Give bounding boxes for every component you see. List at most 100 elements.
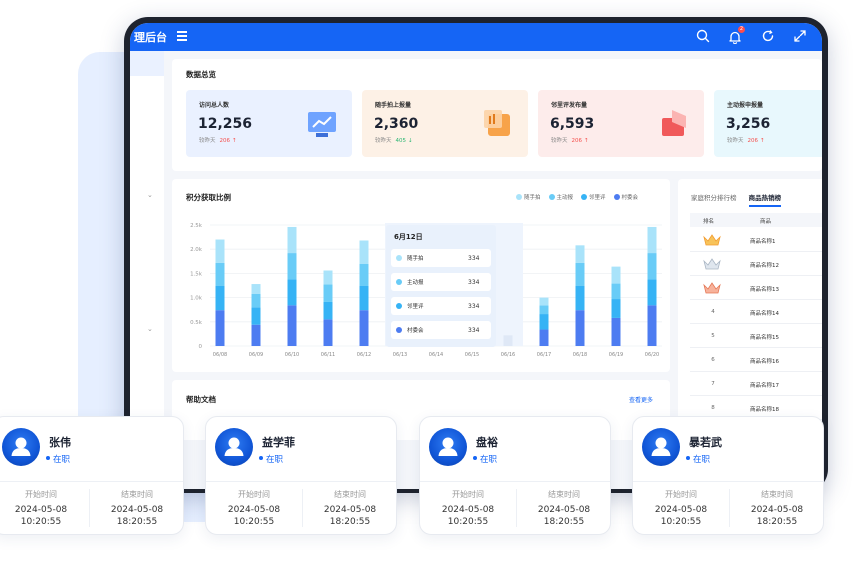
ranking-row[interactable]: 6 商品名称16	[690, 348, 822, 372]
y-tick-label: 0	[199, 344, 203, 350]
view-more-link[interactable]: 查看更多	[629, 397, 654, 404]
compare-label: 较昨天	[375, 138, 392, 144]
legend-item[interactable]: 随手拍	[516, 194, 541, 201]
tooltip-value: 334	[468, 279, 480, 286]
employee-name: 暴若武	[689, 436, 722, 449]
x-tick-label: 06/16	[501, 352, 515, 358]
bar-segment	[251, 284, 261, 294]
bar-segment	[539, 314, 549, 330]
divider	[420, 481, 610, 482]
refresh-icon[interactable]	[761, 29, 775, 43]
user-avatar-icon	[651, 437, 671, 456]
employee-card[interactable]: 暴若武 在职 开始时间 2024-05-08 10:20:55 结束时间 2024-05-0…	[632, 416, 824, 535]
notification-bell-icon[interactable]: 2	[728, 26, 745, 45]
start-time-label: 开始时间	[238, 490, 270, 499]
tooltip-swatch	[396, 303, 402, 309]
top-bar: 理后台 2	[130, 23, 822, 51]
menu-toggle-icon[interactable]	[177, 31, 187, 41]
bar-segment	[287, 305, 297, 346]
avatar	[429, 428, 467, 466]
bar-segment	[611, 283, 621, 300]
bar-segment	[251, 324, 261, 346]
stat-illustration-icon	[484, 110, 510, 136]
stat-card[interactable]: 访问总人数 12,256 较昨天 206 ↑	[186, 90, 352, 157]
tab-hot-products[interactable]: 商品热销榜	[748, 192, 782, 207]
start-date: 2024-05-08	[654, 505, 708, 515]
compare-label: 较昨天	[727, 138, 744, 144]
tooltip-row	[391, 273, 491, 291]
arrow-up-icon: ↑	[760, 138, 765, 144]
product-name: 商品名称12	[750, 263, 779, 269]
bar-segment	[647, 279, 657, 306]
tab-family-points[interactable]: 家庭积分排行榜	[691, 194, 737, 202]
chevron-down-icon[interactable]: ⌄	[147, 191, 153, 199]
bar-segment	[215, 285, 225, 311]
ranking-row[interactable]: 商品名称12	[690, 252, 822, 276]
y-tick-label: 1.5k	[190, 271, 203, 277]
end-time-label: 结束时间	[334, 490, 366, 499]
start-clock: 10:20:55	[20, 517, 62, 527]
rank-number: 5	[711, 333, 715, 339]
end-clock: 18:20:55	[116, 517, 158, 527]
legend-item[interactable]: 邻里评	[581, 194, 606, 201]
start-time-block: 开始时间 2024-05-08 10:20:55	[633, 489, 729, 528]
bar-segment	[539, 297, 549, 306]
stat-card[interactable]: 邻里评发布量 6,593 较昨天 206 ↑	[538, 90, 704, 157]
ranking-row[interactable]: 商品名称1	[690, 228, 822, 252]
stat-compare: 较昨天 405 ↓	[375, 136, 413, 144]
bar-segment	[575, 245, 585, 263]
stat-card[interactable]: 随手拍上报量 2,360 较昨天 405 ↓	[362, 90, 528, 157]
legend-label: 村委会	[621, 195, 639, 201]
bar-segment	[251, 307, 261, 325]
chart-legend: 随手拍 主动报 邻里评 村委会	[516, 193, 638, 201]
avatar	[215, 428, 253, 466]
x-tick-label: 06/12	[357, 352, 371, 358]
ranking-row[interactable]: 4 商品名称14	[690, 300, 822, 324]
search-icon[interactable]	[696, 29, 710, 43]
points-bar-chart: 0 0.5k 1.0k 1.5k 2.0k 2.5k 06/08 06/09 06/10 06/1…	[190, 223, 662, 358]
ranking-row[interactable]: 7 商品名称17	[690, 372, 822, 396]
stat-card[interactable]: 主动报申报量 3,256 较昨天 206 ↑	[714, 90, 822, 157]
ranking-row[interactable]: 5 商品名称15	[690, 324, 822, 348]
tooltip-swatch	[396, 327, 402, 333]
end-time-label: 结束时间	[761, 490, 793, 499]
end-time-block: 结束时间 2024-05-08 18:20:55	[89, 489, 183, 528]
user-avatar-icon	[11, 437, 31, 456]
stat-delta: 206	[219, 138, 231, 144]
avatar	[2, 428, 40, 466]
y-tick-label: 1.0k	[190, 296, 203, 302]
bar-segment	[323, 301, 333, 320]
legend-swatch	[548, 194, 555, 200]
employee-card[interactable]: 张伟 在职 开始时间 2024-05-08 10:20:55 结束时间 2024-05-08…	[0, 416, 184, 535]
start-time-block: 开始时间 2024-05-08 10:20:55	[420, 489, 516, 528]
points-chart-title: 积分获取比例	[186, 193, 231, 202]
user-avatar-icon	[438, 437, 458, 456]
stat-value: 3,256	[726, 116, 771, 132]
end-clock: 18:20:55	[756, 517, 798, 527]
employee-card[interactable]: 盘裕 在职 开始时间 2024-05-08 10:20:55 结束时间 2024-05-08…	[419, 416, 611, 535]
start-clock: 10:20:55	[660, 517, 702, 527]
sidebar-active-item[interactable]	[130, 51, 164, 76]
employee-card[interactable]: 益学菲 在职 开始时间 2024-05-08 10:20:55 结束时间 2024-05-0…	[205, 416, 397, 535]
fullscreen-icon[interactable]	[793, 29, 807, 43]
legend-item[interactable]: 村委会	[613, 194, 639, 201]
legend-swatch	[581, 194, 588, 200]
start-time-value: 2024-05-08 10:20:55	[206, 504, 302, 528]
ranking-row[interactable]: 商品名称13	[690, 276, 822, 300]
tooltip-row	[391, 297, 491, 315]
product-name: 商品名称16	[750, 359, 779, 365]
x-tick-label: 06/17	[537, 352, 551, 358]
notification-badge: 2	[738, 26, 745, 33]
status-dot-icon	[259, 456, 263, 460]
start-clock: 10:20:55	[447, 517, 489, 527]
bar-segment	[575, 310, 585, 346]
end-date: 2024-05-08	[323, 505, 377, 515]
divider	[633, 481, 823, 482]
chevron-down-icon[interactable]: ⌄	[147, 325, 153, 333]
x-tick-label: 06/14	[429, 352, 443, 358]
arrow-up-icon: ↑	[232, 138, 237, 144]
legend-item[interactable]: 主动报	[548, 194, 573, 201]
start-time-value: 2024-05-08 10:20:55	[633, 504, 729, 528]
arrow-up-icon: ↑	[584, 138, 589, 144]
